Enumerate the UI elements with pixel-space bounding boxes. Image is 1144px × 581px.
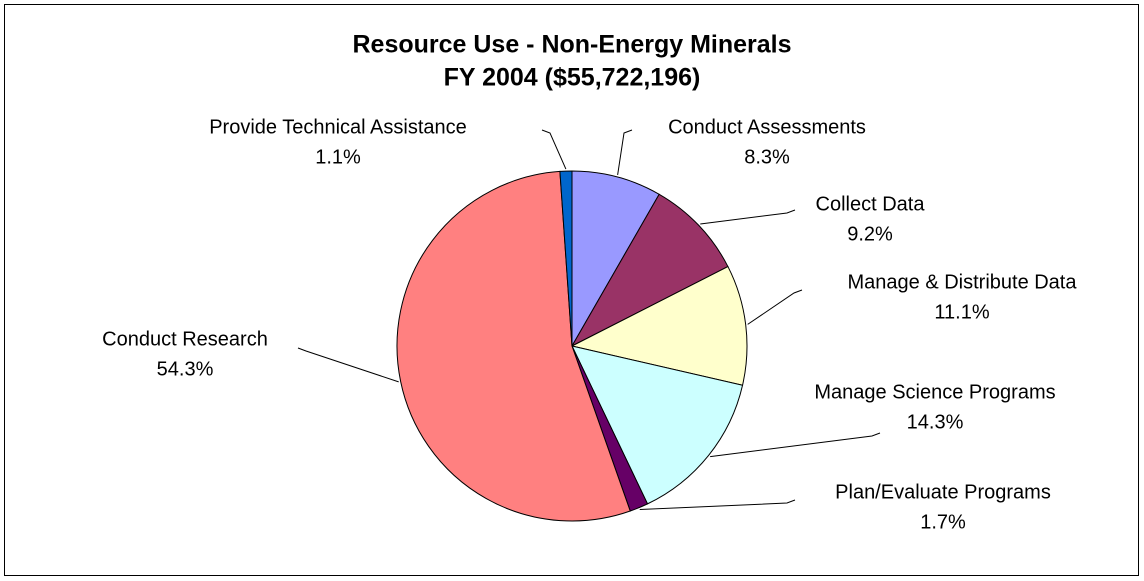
pie-slice	[559, 170, 573, 347]
slice-value-label: 9.2%	[847, 223, 893, 245]
slice-value-label: 11.1%	[934, 301, 989, 323]
slice-label: Manage Science Programs	[814, 381, 1055, 403]
slice-label: Provide Technical Assistance	[209, 116, 467, 138]
pie-slice	[570, 193, 729, 348]
slice-label: Collect Data	[816, 193, 926, 215]
slice-label: Manage & Distribute Data	[847, 271, 1077, 293]
leader-line	[541, 129, 567, 170]
pie-slice	[571, 170, 660, 348]
leader-line	[710, 432, 881, 458]
pie-slice	[571, 345, 744, 505]
leader-line	[639, 499, 796, 511]
pie-slice	[396, 170, 631, 522]
leader-line	[297, 347, 399, 383]
slice-label: Conduct Assessments	[668, 116, 866, 138]
slice-value-label: 54.3%	[157, 358, 214, 380]
leader-line	[747, 289, 803, 325]
leader-line	[617, 129, 633, 176]
slice-label: Conduct Research	[102, 328, 268, 350]
chart-subtitle: FY 2004 ($55,722,196)	[444, 64, 701, 92]
slice-value-label: 1.1%	[315, 146, 361, 168]
chart-title: Resource Use - Non-Energy Minerals	[352, 31, 791, 59]
leader-line	[700, 209, 796, 225]
slice-label: Plan/Evaluate Programs	[835, 481, 1051, 503]
slice-value-label: 8.3%	[744, 146, 790, 168]
slice-value-label: 14.3%	[907, 411, 964, 433]
slice-value-label: 1.7%	[920, 511, 966, 533]
